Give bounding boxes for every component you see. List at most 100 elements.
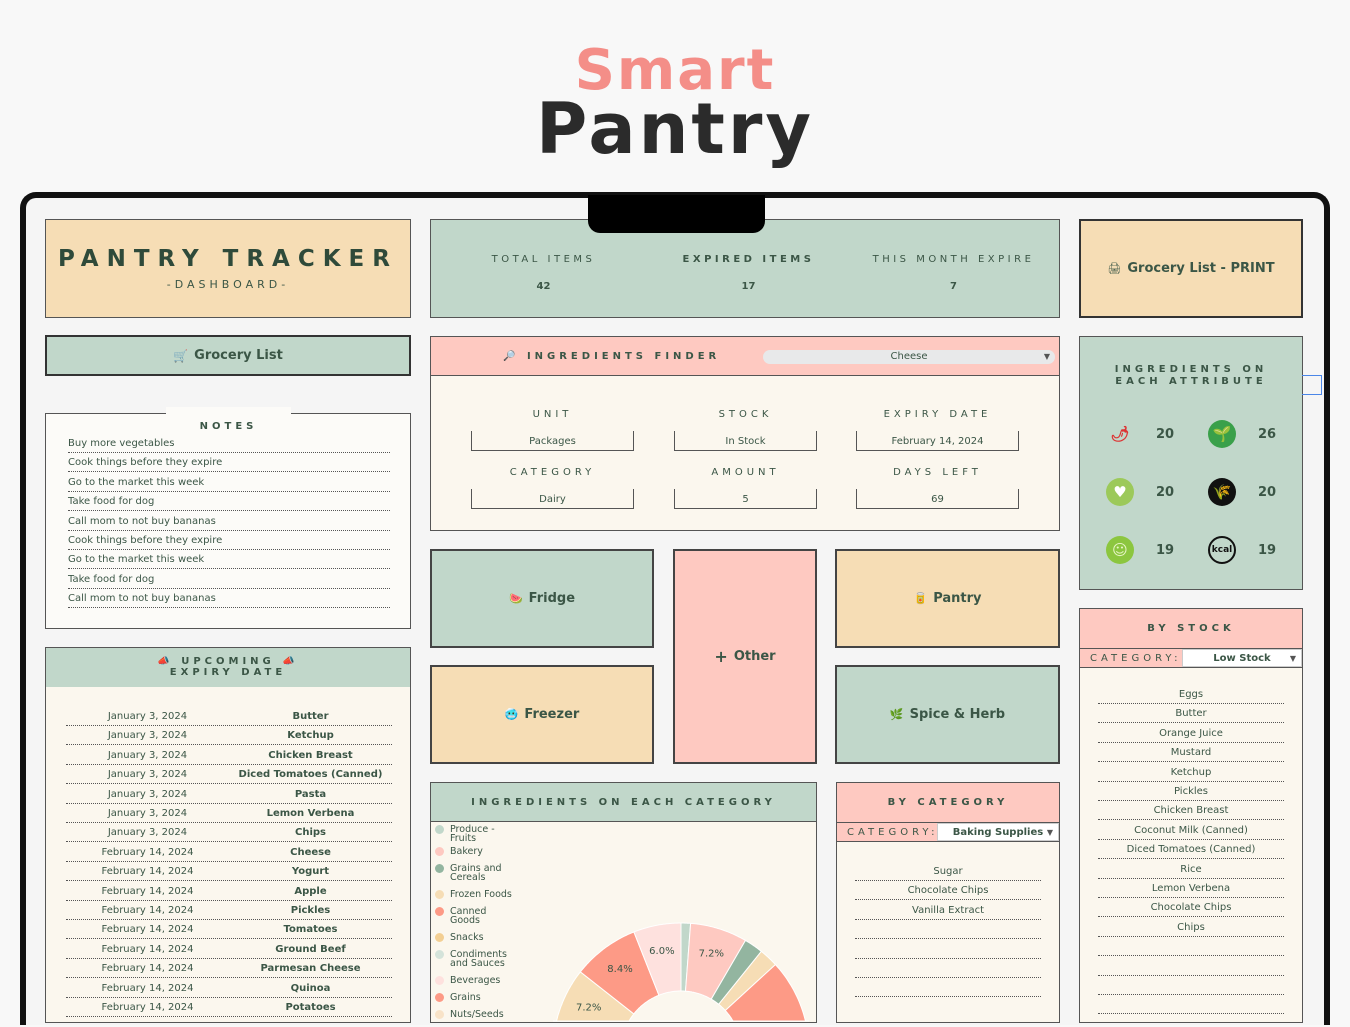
finder-field: STOCK In Stock bbox=[674, 409, 817, 451]
legend-label: Snacks bbox=[450, 932, 484, 943]
expiry-item: Pasta bbox=[294, 788, 327, 800]
notes-title: NOTES bbox=[166, 407, 291, 432]
expiry-item: Tomatoes bbox=[283, 924, 338, 936]
grocery-list-label: Grocery List bbox=[194, 348, 283, 363]
legend-item: Beverages bbox=[435, 976, 515, 985]
note-item[interactable]: Take food for dog bbox=[68, 574, 390, 589]
attribute-count: 19 bbox=[1258, 542, 1277, 558]
expiry-item: Quinoa bbox=[290, 982, 331, 994]
upcoming-expiry-panel: 📣 UPCOMING 📣 EXPIRY DATE January 3, 2024… bbox=[45, 647, 411, 1023]
legend-swatch bbox=[435, 950, 444, 959]
tracker-title: PANTRY TRACKER bbox=[58, 246, 398, 272]
list-item: Ketchup bbox=[1098, 767, 1284, 782]
list-item: Eggs bbox=[1098, 689, 1284, 704]
legend-item: Produce - Fruits bbox=[435, 825, 515, 843]
attribute-count: 20 bbox=[1258, 484, 1277, 500]
list-item: Pickles bbox=[1098, 786, 1284, 801]
attributes-panel: INGREDIENTS ON EACH ATTRIBUTE 🌶 20 🌱 26 ♥ 20 🌾… bbox=[1079, 336, 1303, 590]
attribute-count: 19 bbox=[1156, 542, 1175, 558]
cart-icon: 🛒 bbox=[173, 348, 189, 363]
empty-row bbox=[855, 944, 1041, 959]
finder-field-value: Packages bbox=[471, 431, 634, 451]
expiry-item: Yogurt bbox=[291, 866, 330, 878]
expiry-row: January 3, 2024 Butter bbox=[66, 711, 392, 726]
vegan-icon: ♥ bbox=[1106, 478, 1134, 506]
category-donut-chart: 7.2% 7.2% 8.4% 6.0% bbox=[553, 922, 809, 1022]
expiry-date: January 3, 2024 bbox=[107, 711, 188, 722]
other-label: Other bbox=[733, 649, 776, 664]
pie-slice[interactable] bbox=[633, 922, 682, 996]
magnifier-icon: 🔎 bbox=[503, 351, 520, 362]
note-item[interactable]: Go to the market this week bbox=[68, 477, 390, 492]
grocery-list-button[interactable]: 🛒 Grocery List bbox=[45, 335, 411, 376]
list-item: Chocolate Chips bbox=[855, 885, 1041, 901]
note-item[interactable]: Call mom to not buy bananas bbox=[68, 593, 390, 609]
list-item: Coconut Milk (Canned) bbox=[1098, 825, 1284, 840]
stat-label: TOTAL ITEMS bbox=[491, 254, 596, 265]
legend-swatch bbox=[435, 864, 444, 873]
stock-select-value: Low Stock bbox=[1213, 653, 1271, 664]
pantry-button[interactable]: 🥫 Pantry bbox=[835, 549, 1060, 648]
slice-label: 8.4% bbox=[607, 964, 632, 975]
list-item: Chips bbox=[1098, 922, 1284, 937]
expiry-row: January 3, 2024 Pasta bbox=[66, 789, 392, 804]
low-kcal-icon: kcal bbox=[1208, 536, 1236, 564]
legend-label: Beverages bbox=[450, 975, 501, 986]
legend-label: Bakery bbox=[450, 846, 483, 857]
legend-swatch bbox=[435, 825, 444, 834]
finder-field-label: CATEGORY bbox=[509, 467, 596, 478]
stat-0: TOTAL ITEMS 42 bbox=[441, 254, 646, 292]
notes-panel: NOTES Buy more vegetables Cook things bef… bbox=[45, 407, 411, 629]
print-grocery-list-button[interactable]: 🖨 Grocery List - PRINT bbox=[1079, 219, 1303, 318]
attribute-count: 26 bbox=[1258, 426, 1277, 442]
finder-field: EXPIRY DATE February 14, 2024 bbox=[856, 409, 1019, 451]
by-category-title: BY CATEGORY bbox=[837, 783, 1059, 822]
vegetarian-icon: 🌱 bbox=[1208, 420, 1236, 448]
finder-field-label: AMOUNT bbox=[711, 467, 780, 478]
finder-field-value: In Stock bbox=[674, 431, 817, 451]
note-item[interactable]: Take food for dog bbox=[68, 496, 390, 512]
note-item[interactable]: Go to the market this week bbox=[68, 554, 390, 570]
upcoming-subtitle: EXPIRY DATE bbox=[169, 667, 287, 678]
legend-item: Grains bbox=[435, 993, 515, 1002]
brand-smart: Smart bbox=[574, 38, 776, 103]
note-item[interactable]: Buy more vegetables bbox=[68, 438, 390, 453]
empty-row bbox=[1098, 980, 1284, 995]
list-item: Butter bbox=[1098, 708, 1284, 724]
stock-select[interactable]: Low Stock ▼ bbox=[1182, 649, 1302, 667]
expiry-row: January 3, 2024 Chips bbox=[66, 827, 392, 843]
finder-header: 🔎 INGREDIENTS FINDER Cheese ▼ bbox=[431, 337, 1059, 376]
category-select[interactable]: Baking Supplies ▼ bbox=[937, 823, 1059, 841]
other-button[interactable]: + Other bbox=[673, 549, 817, 764]
slice-label: 6.0% bbox=[649, 946, 674, 957]
empty-row bbox=[1098, 941, 1284, 957]
empty-row bbox=[855, 982, 1041, 998]
expiry-date: February 14, 2024 bbox=[101, 846, 194, 858]
fridge-button[interactable]: 🍉 Fridge bbox=[430, 549, 654, 648]
freezer-label: Freezer bbox=[524, 707, 580, 722]
legend-swatch bbox=[435, 993, 444, 1002]
list-item: Rice bbox=[1098, 864, 1284, 879]
attribute-item: kcal 19 bbox=[1208, 536, 1276, 564]
attribute-item: 🌱 26 bbox=[1208, 420, 1276, 448]
freezer-button[interactable]: 🥶 Freezer bbox=[430, 665, 654, 764]
legend-swatch bbox=[435, 890, 444, 899]
expiry-date: January 3, 2024 bbox=[107, 827, 188, 839]
slice-label: 7.2% bbox=[576, 1003, 601, 1014]
spice-herb-button[interactable]: 🌿 Spice & Herb bbox=[835, 665, 1060, 764]
expiry-row: February 14, 2024 Ground Beef bbox=[66, 944, 392, 959]
selection-handle[interactable] bbox=[1302, 375, 1322, 395]
legend-label: Nuts/Seeds bbox=[450, 1009, 504, 1020]
expiry-date: February 14, 2024 bbox=[101, 885, 194, 897]
expiry-item: Apple bbox=[294, 885, 327, 897]
legend-swatch bbox=[435, 1010, 444, 1019]
note-item[interactable]: Cook things before they expire bbox=[68, 457, 390, 473]
dropdown-arrow-icon: ▼ bbox=[1046, 828, 1053, 837]
note-item[interactable]: Call mom to not buy bananas bbox=[68, 516, 390, 531]
expiry-item: Ketchup bbox=[287, 730, 334, 742]
legend-swatch bbox=[435, 976, 444, 985]
finder-field-value: 5 bbox=[674, 489, 817, 509]
note-item[interactable]: Cook things before they expire bbox=[68, 535, 390, 550]
ingredient-select[interactable]: Cheese ▼ bbox=[763, 350, 1055, 364]
attribute-item: 🌾 20 bbox=[1208, 478, 1276, 506]
